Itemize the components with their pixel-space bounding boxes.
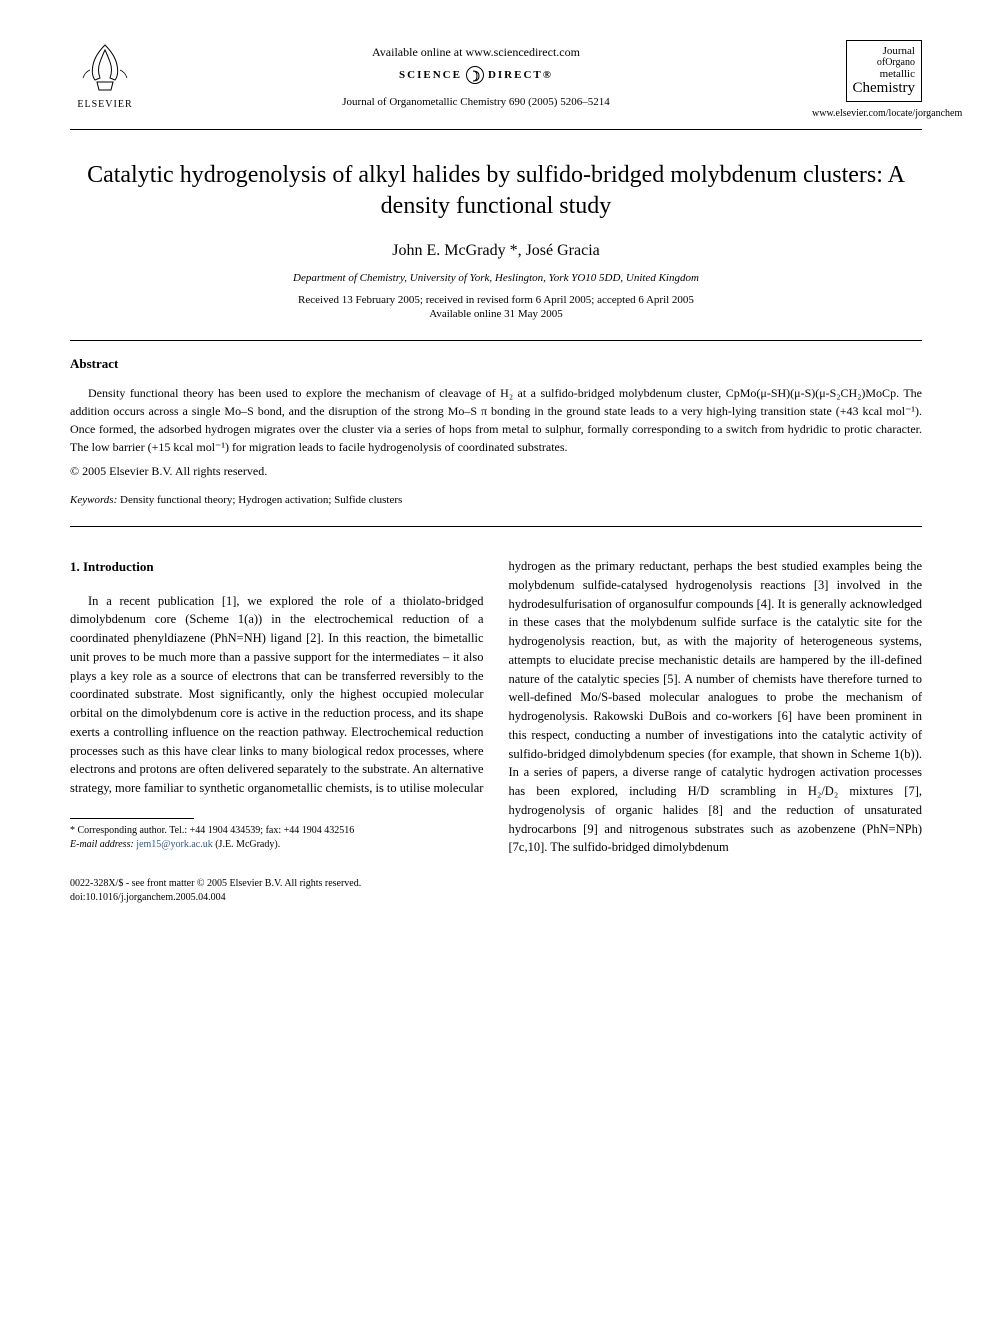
intro-paragraph-right: hydrogen as the primary reductant, perha… xyxy=(509,557,923,857)
available-date: Available online 31 May 2005 xyxy=(70,308,922,320)
header-row: ELSEVIER Available online at www.science… xyxy=(70,40,922,119)
journal-logo-line1: Journal xyxy=(853,45,916,57)
available-online-text: Available online at www.sciencedirect.co… xyxy=(140,45,812,60)
elsevier-tree-icon xyxy=(75,40,135,95)
sd-circle-icon xyxy=(466,66,484,84)
abstract-top-rule xyxy=(70,340,922,341)
email-footnote: E-mail address: jem15@york.ac.uk (J.E. M… xyxy=(70,838,484,852)
publisher-logo-block: ELSEVIER xyxy=(70,40,140,110)
sd-text-right: DIRECT® xyxy=(488,69,553,81)
doi-block: 0022-328X/$ - see front matter © 2005 El… xyxy=(70,877,484,905)
keywords-line: Keywords: Density functional theory; Hyd… xyxy=(70,494,922,506)
journal-reference: Journal of Organometallic Chemistry 690 … xyxy=(140,96,812,108)
introduction-heading: 1. Introduction xyxy=(70,557,484,577)
keywords-bottom-rule xyxy=(70,526,922,527)
keywords-label: Keywords: xyxy=(70,494,117,506)
column-right: hydrogen as the primary reductant, perha… xyxy=(509,557,923,905)
publisher-name: ELSEVIER xyxy=(70,99,140,110)
copyright: © 2005 Elsevier B.V. All rights reserved… xyxy=(70,464,922,479)
email-suffix: (J.E. McGrady). xyxy=(213,839,280,850)
abstract-heading: Abstract xyxy=(70,356,922,372)
journal-logo-line2: ofOrgano xyxy=(853,57,916,68)
email-link[interactable]: jem15@york.ac.uk xyxy=(136,839,212,850)
body-columns: 1. Introduction In a recent publication … xyxy=(70,557,922,905)
journal-logo-block: Journal ofOrgano metallic Chemistry www.… xyxy=(812,40,922,119)
journal-url: www.elsevier.com/locate/jorganchem xyxy=(812,108,922,119)
keywords-text: Density functional theory; Hydrogen acti… xyxy=(117,494,402,506)
article-title: Catalytic hydrogenolysis of alkyl halide… xyxy=(70,160,922,222)
doi-line: doi:10.1016/j.jorganchem.2005.04.004 xyxy=(70,891,484,905)
issn-line: 0022-328X/$ - see front matter © 2005 El… xyxy=(70,877,484,891)
sciencedirect-logo-block: SCIENCE DIRECT® xyxy=(140,66,812,84)
received-date: Received 13 February 2005; received in r… xyxy=(70,294,922,306)
column-left: 1. Introduction In a recent publication … xyxy=(70,557,484,905)
journal-logo-line4: Chemistry xyxy=(853,80,916,97)
header-rule xyxy=(70,129,922,130)
intro-paragraph-left: In a recent publication [1], we explored… xyxy=(70,592,484,798)
affiliation: Department of Chemistry, University of Y… xyxy=(70,272,922,284)
abstract-text: Density functional theory has been used … xyxy=(70,384,922,456)
header-center: Available online at www.sciencedirect.co… xyxy=(140,40,812,108)
footnote-rule xyxy=(70,818,194,819)
journal-logo: Journal ofOrgano metallic Chemistry xyxy=(846,40,923,102)
authors: John E. McGrady *, José Gracia xyxy=(70,242,922,260)
sd-text-left: SCIENCE xyxy=(399,69,462,81)
sciencedirect-logo: SCIENCE DIRECT® xyxy=(399,66,553,84)
corresponding-author-footnote: * Corresponding author. Tel.: +44 1904 4… xyxy=(70,824,484,838)
elsevier-logo: ELSEVIER xyxy=(70,40,140,110)
journal-logo-line3: metallic xyxy=(853,68,916,80)
email-label: E-mail address: xyxy=(70,839,136,850)
